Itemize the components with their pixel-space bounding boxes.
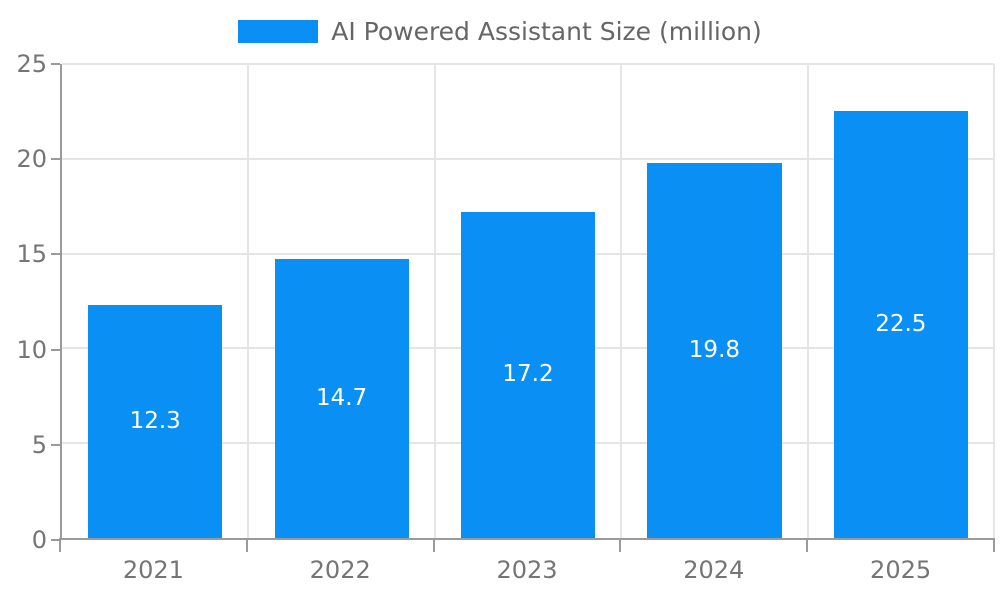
- bar-2022[interactable]: 14.7: [274, 259, 409, 538]
- bar-value-label: 12.3: [129, 407, 181, 434]
- x-axis-category-label: 2023: [496, 556, 558, 584]
- y-axis-tick: [51, 253, 60, 256]
- bar-series: 12.3 14.7 17.2 19.8 22.5: [62, 64, 994, 538]
- bar-value-label: 17.2: [502, 361, 554, 388]
- x-axis-category-label: 2024: [683, 556, 745, 584]
- x-axis-tick: [619, 538, 622, 552]
- bar-value-label: 22.5: [875, 311, 927, 338]
- x-axis-tick: [59, 538, 61, 552]
- bar-2021[interactable]: 12.3: [88, 304, 223, 538]
- legend-label: AI Powered Assistant Size (million): [331, 17, 762, 46]
- bar-2024[interactable]: 19.8: [647, 162, 782, 538]
- bar-value-label: 14.7: [315, 385, 368, 412]
- bar-2025[interactable]: 22.5: [833, 111, 968, 538]
- gridline-vertical: [806, 64, 809, 538]
- y-axis-tick: [51, 63, 60, 65]
- gridline-vertical: [620, 64, 623, 538]
- y-axis-tick-label: 20: [16, 145, 47, 174]
- gridline-vertical: [993, 64, 995, 538]
- bar-slot: 12.3: [62, 64, 248, 538]
- x-axis-labels: 2021 2022 2023 2024 2025: [60, 556, 994, 584]
- bar-value-label: 19.8: [688, 336, 741, 363]
- gridline-horizontal: [62, 157, 994, 160]
- y-axis-tick: [51, 443, 60, 446]
- y-axis-tick-label: 15: [16, 240, 47, 269]
- legend: AI Powered Assistant Size (million): [0, 17, 1000, 46]
- x-axis-tick: [432, 538, 435, 552]
- bar-slot: 19.8: [621, 64, 807, 538]
- gridline-vertical: [433, 64, 436, 538]
- bar-slot: 14.7: [248, 64, 434, 538]
- x-axis-category-label: 2021: [122, 556, 184, 584]
- bar-slot: 17.2: [435, 64, 621, 538]
- gridline-horizontal: [62, 63, 994, 65]
- y-axis-tick-label: 0: [31, 526, 47, 554]
- y-axis: 0 5 10 15 20 25: [0, 52, 60, 552]
- bar-slot: 22.5: [808, 64, 994, 538]
- y-axis-tick: [51, 539, 60, 541]
- y-axis-tick-label: 10: [16, 335, 47, 364]
- y-axis-tick-label: 25: [16, 50, 47, 78]
- y-axis-tick: [51, 158, 60, 161]
- x-axis-tick: [245, 538, 248, 552]
- y-axis-tick: [51, 348, 60, 351]
- x-axis: 2021 2022 2023 2024 2025: [59, 538, 995, 600]
- legend-item[interactable]: AI Powered Assistant Size (million): [238, 17, 762, 46]
- x-axis-category-label: 2022: [309, 556, 371, 584]
- plot-area: 12.3 14.7 17.2 19.8 22.5: [60, 63, 995, 540]
- gridline-vertical: [247, 64, 250, 538]
- x-axis-category-label: 2025: [870, 556, 932, 584]
- bar-2023[interactable]: 17.2: [460, 211, 596, 538]
- legend-swatch-icon: [238, 20, 319, 43]
- y-axis-tick-label: 5: [31, 430, 47, 459]
- x-axis-tick: [806, 538, 809, 552]
- x-axis-tick: [993, 538, 995, 552]
